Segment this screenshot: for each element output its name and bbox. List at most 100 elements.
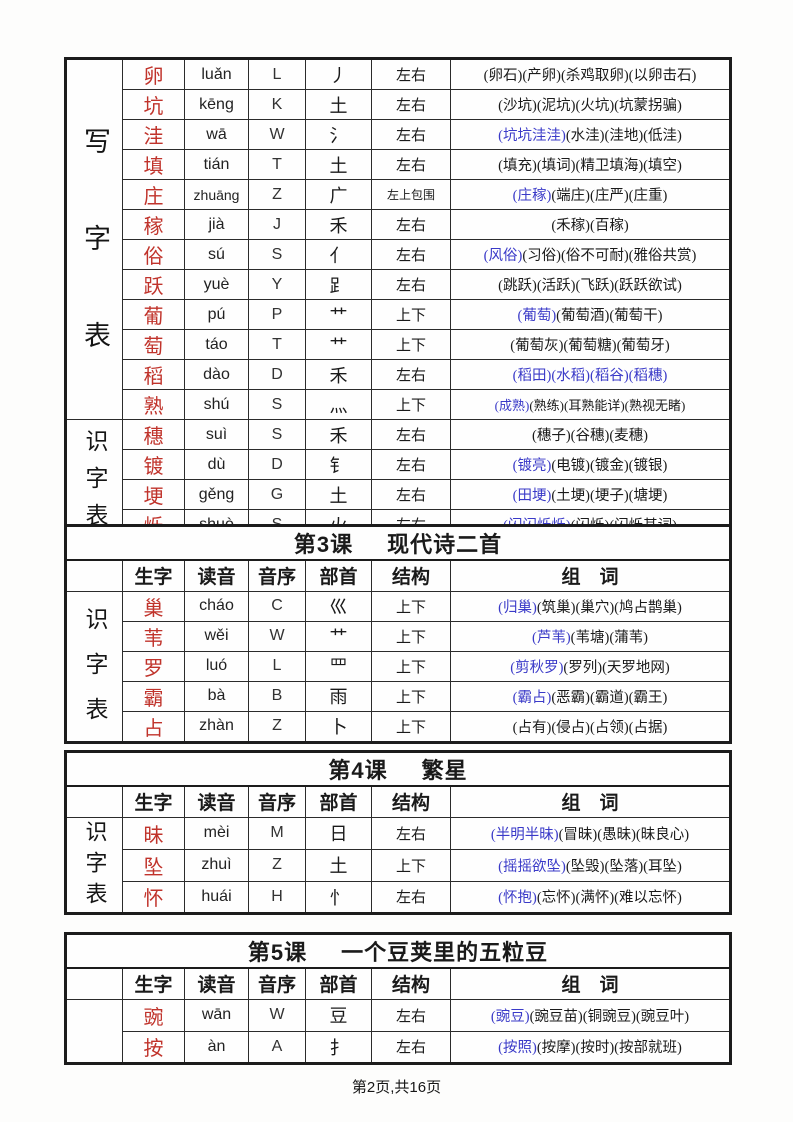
char-cell: 填 xyxy=(122,149,185,180)
char-cell: 洼 xyxy=(122,119,185,150)
vocab-table-lesson5: 第5课 一个豆荚里的五粒豆 生字 读音 音序 部首 结构 组 词 豌 wān W … xyxy=(64,932,732,1065)
words-black: (卵石)(产卵)(杀鸡取卵)(以卵击石) xyxy=(483,68,697,84)
words-cell: (半明半昧)(冒昧)(愚昧)(昧良心) xyxy=(450,816,731,850)
words-cell: (占有)(侵占)(占领)(占据) xyxy=(450,710,731,743)
header-radical: 部首 xyxy=(305,559,372,592)
pinyin-cell: tián xyxy=(184,149,249,180)
words-cell: (葡萄灰)(葡萄糖)(葡萄牙) xyxy=(450,329,731,360)
structure-cell: 上下 xyxy=(371,848,451,882)
radical-cell: 氵 xyxy=(305,119,372,150)
section-label-reading: 识字表 xyxy=(65,590,123,743)
words-cell: (摇摇欲坠)(坠毁)(坠落)(耳坠) xyxy=(450,848,731,882)
lesson-name: 一个豆荚里的五粒豆 xyxy=(341,940,549,965)
initial-cell: Z xyxy=(248,710,306,743)
char-cell: 跃 xyxy=(122,269,185,300)
header-structure: 结构 xyxy=(371,967,451,1000)
pinyin-cell: wěi xyxy=(184,620,249,652)
pinyin-cell: wān xyxy=(184,998,249,1032)
words-black: (熟练)(耳熟能详)(熟视无睹) xyxy=(529,398,686,413)
words-cell: (霸占)(恶霸)(霸道)(霸王) xyxy=(450,680,731,712)
pinyin-cell: yuè xyxy=(184,269,249,300)
pinyin-cell: zhuì xyxy=(184,848,249,882)
radical-cell: 艹 xyxy=(305,620,372,652)
pinyin-cell: sú xyxy=(184,239,249,270)
words-black: (葡萄酒)(葡萄干) xyxy=(556,308,663,324)
words-cell: (庄稼)(端庄)(庄严)(庄重) xyxy=(450,179,731,210)
structure-cell: 左右 xyxy=(371,209,451,240)
structure-cell: 左右 xyxy=(371,880,451,914)
lesson-title-row: 第5课 一个豆荚里的五粒豆 xyxy=(65,933,731,969)
header-words: 组 词 xyxy=(450,785,731,818)
words-blue: (风俗) xyxy=(483,248,523,264)
radical-cell: 禾 xyxy=(305,419,372,450)
table-row: 萄 táo T 艹 上下 (葡萄灰)(葡萄糖)(葡萄牙) xyxy=(66,329,731,360)
words-cell: (田埂)(土埂)(埂子)(塘埂) xyxy=(450,479,731,510)
structure-cell: 上下 xyxy=(371,710,451,743)
pinyin-cell: shú xyxy=(184,389,249,420)
radical-cell: 巛 xyxy=(305,590,372,622)
words-black: (坠毁)(坠落)(耳坠) xyxy=(565,858,682,875)
header-initial: 音序 xyxy=(248,967,306,1000)
words-black: (葡萄灰)(葡萄糖)(葡萄牙) xyxy=(510,338,670,354)
section-label-text: 识字表 xyxy=(82,607,107,742)
lesson-number: 第3课 xyxy=(293,532,354,557)
words-black: (禾稼)(百稼) xyxy=(551,218,629,234)
words-blue: (稻田)(水稻)(稻谷)(稻穗) xyxy=(512,368,668,384)
initial-cell: B xyxy=(248,680,306,712)
char-cell: 怀 xyxy=(122,880,185,914)
char-cell: 稼 xyxy=(122,209,185,240)
table-row: 豌 wān W 豆 左右 (豌豆)(豌豆苗)(铜豌豆)(豌豆叶) xyxy=(65,998,731,1064)
section-label-reading: 识字表 xyxy=(65,419,123,541)
words-blue: (坑坑洼洼) xyxy=(498,128,566,144)
words-cell: (禾稼)(百稼) xyxy=(450,209,731,240)
structure-cell: 左右 xyxy=(371,89,451,120)
radical-cell: 卜 xyxy=(305,710,372,743)
initial-cell: Z xyxy=(248,179,306,210)
lesson-title: 第5课 一个豆荚里的五粒豆 xyxy=(65,933,731,969)
words-black: (忘怀)(满怀)(难以忘怀) xyxy=(536,890,682,906)
table-row: 熟 shú S 灬 上下 (成熟)(熟练)(耳熟能详)(熟视无睹) xyxy=(66,389,731,420)
words-blue: (田埂) xyxy=(512,488,552,504)
words-black: (端庄)(庄严)(庄重) xyxy=(551,188,668,204)
pinyin-cell: kēng xyxy=(184,89,249,120)
initial-cell: W xyxy=(248,998,306,1032)
radical-cell: 扌 xyxy=(305,1030,372,1064)
initial-cell: M xyxy=(248,816,306,850)
empty-label-cell xyxy=(65,785,123,818)
words-black: (跳跃)(活跃)(飞跃)(跃跃欲试) xyxy=(498,278,682,294)
words-cell: (成熟)(熟练)(耳熟能详)(熟视无睹) xyxy=(450,389,731,420)
radical-cell: 土 xyxy=(305,848,372,882)
initial-cell: H xyxy=(248,880,306,914)
header-pinyin: 读音 xyxy=(184,967,249,1000)
table-row: 罗 luó L 罒 上下 (剪秋罗)(罗列)(天罗地网) xyxy=(66,650,731,682)
pinyin-cell: zhàn xyxy=(184,710,249,743)
vocab-table-lesson2: 写字表 卵 luǎn L 丿 左右 (卵石)(产卵)(杀鸡取卵)(以卵击石) 坑… xyxy=(64,57,732,542)
initial-cell: D xyxy=(248,359,306,390)
initial-cell: A xyxy=(248,1030,306,1064)
words-blue: (按照) xyxy=(498,1040,537,1056)
lesson-name: 现代诗二首 xyxy=(387,532,503,557)
initial-cell: S xyxy=(248,389,306,420)
char-cell: 罗 xyxy=(122,650,185,682)
words-cell: (风俗)(习俗)(俗不可耐)(雅俗共赏) xyxy=(450,239,731,270)
words-blue: (归巢) xyxy=(498,599,537,616)
pinyin-cell: pú xyxy=(184,299,249,330)
char-cell: 苇 xyxy=(122,620,185,652)
structure-cell: 左右 xyxy=(371,58,451,90)
header-char: 生字 xyxy=(122,785,185,818)
initial-cell: L xyxy=(248,58,306,90)
pinyin-cell: zhuāng xyxy=(184,179,249,210)
words-cell: (芦苇)(苇塘)(蒲苇) xyxy=(450,620,731,652)
radical-cell: 忄 xyxy=(305,880,372,914)
table-row: 坑 kēng K 土 左右 (沙坑)(泥坑)(火坑)(坑蒙拐骗) xyxy=(66,89,731,120)
section-label-text: 识字表 xyxy=(82,820,108,913)
char-cell: 葡 xyxy=(122,299,185,330)
lesson-title: 第4课 繁星 xyxy=(65,751,731,787)
structure-cell: 左右 xyxy=(371,119,451,150)
radical-cell: 艹 xyxy=(305,329,372,360)
structure-cell: 左右 xyxy=(371,479,451,510)
structure-cell: 左上包围 xyxy=(371,179,451,210)
structure-cell: 左右 xyxy=(371,449,451,480)
structure-cell: 上下 xyxy=(371,620,451,652)
table-row: 识字表 昧 mèi M 日 左右 (半明半昧)(冒昧)(愚昧)(昧良心) xyxy=(65,816,731,914)
